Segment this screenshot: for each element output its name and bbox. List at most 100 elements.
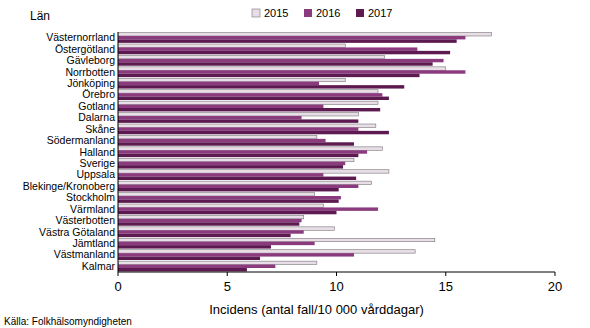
category-label: Jämtland: [72, 237, 115, 249]
category-label: Västerbotten: [55, 214, 115, 226]
legend-swatch: [356, 9, 364, 17]
bar: [118, 59, 444, 62]
bar: [118, 47, 417, 50]
bar: [118, 219, 302, 222]
bar: [118, 268, 247, 271]
bar: [118, 211, 337, 214]
bar: [118, 90, 378, 93]
bar: [118, 150, 367, 153]
legend-swatch: [252, 9, 260, 17]
bar: [118, 257, 260, 260]
bar: [118, 97, 389, 100]
bar: [118, 62, 433, 65]
tick-label: 0: [114, 279, 121, 294]
category-label: Södermanland: [47, 134, 115, 146]
bar: [118, 85, 404, 88]
bar: [118, 245, 271, 248]
category-label: Norrbotten: [65, 66, 115, 78]
category-label: Jönköping: [67, 77, 115, 89]
bar: [118, 116, 302, 119]
bar: [118, 215, 304, 218]
y-axis-title: Län: [30, 9, 50, 23]
bar: [118, 139, 326, 142]
bar: [118, 165, 343, 168]
bar: [118, 33, 492, 36]
bar: [118, 170, 389, 173]
legend-swatch: [304, 9, 312, 17]
source: Källa: Folkhälsomyndigheten: [4, 316, 132, 327]
bar: [118, 124, 376, 127]
bar: [118, 162, 345, 165]
bar: [118, 74, 420, 77]
bar: [118, 142, 354, 145]
bar: [118, 207, 378, 210]
bar: [118, 261, 317, 264]
bar: [118, 250, 415, 253]
category-label: Stockholm: [66, 191, 115, 203]
bar: [118, 196, 341, 199]
bar: [118, 39, 457, 42]
tick: [445, 272, 446, 276]
tick: [118, 272, 119, 276]
category-label: Blekinge/Kronoberg: [23, 180, 115, 192]
bar: [118, 238, 435, 241]
bar: [118, 119, 358, 122]
bar: [118, 105, 323, 108]
tick: [555, 272, 556, 276]
bar: [118, 185, 358, 188]
bar: [118, 93, 382, 96]
bar: [118, 173, 323, 176]
bar: [118, 44, 345, 47]
legend-label: 2017: [368, 7, 392, 19]
bar: [118, 36, 465, 39]
x-axis-title: Incidens (antal fall/10 000 vårddagar): [209, 302, 424, 317]
category-label: Halland: [79, 146, 115, 158]
bar: [118, 242, 315, 245]
bar: [118, 177, 356, 180]
bar: [118, 222, 299, 225]
bar: [118, 154, 358, 157]
tick-label: 10: [329, 279, 343, 294]
category-label: Östergötland: [55, 43, 115, 55]
bar: [118, 147, 382, 150]
bar: [118, 101, 378, 104]
bar: [118, 265, 275, 268]
bar: [118, 181, 371, 184]
bar: [118, 55, 385, 58]
category-label: Skåne: [85, 123, 115, 135]
bar: [118, 78, 345, 81]
bar: [118, 127, 358, 130]
bar: [118, 230, 304, 233]
bar: [118, 108, 380, 111]
legend-label: 2015: [264, 7, 288, 19]
category-label: Gotland: [78, 100, 115, 112]
category-label: Gävleborg: [67, 54, 116, 66]
category-label: Västernorrland: [46, 31, 115, 43]
bar: [118, 193, 315, 196]
category-label: Örebro: [82, 88, 115, 100]
bar: [118, 158, 354, 161]
tick-label: 20: [548, 279, 562, 294]
y-axis: [118, 32, 119, 272]
bar: [118, 199, 339, 202]
bar: [118, 253, 354, 256]
bars: [118, 33, 492, 272]
tick: [336, 272, 337, 276]
category-label: Västra Götaland: [39, 226, 115, 238]
bar: [118, 234, 291, 237]
bar: [118, 70, 465, 73]
legend-label: 2016: [316, 7, 340, 19]
category-label: Kalmar: [82, 260, 116, 272]
bar: [118, 67, 446, 70]
tick: [227, 272, 228, 276]
category-label: Västmanland: [54, 248, 115, 260]
tick-label: 15: [439, 279, 453, 294]
category-label: Värmland: [70, 203, 115, 215]
bar: [118, 135, 317, 138]
bar: [118, 113, 358, 116]
tick-label: 5: [224, 279, 231, 294]
bar: [118, 131, 389, 134]
bar: [118, 51, 450, 54]
bar: [118, 82, 319, 85]
category-label: Uppsala: [76, 168, 115, 180]
